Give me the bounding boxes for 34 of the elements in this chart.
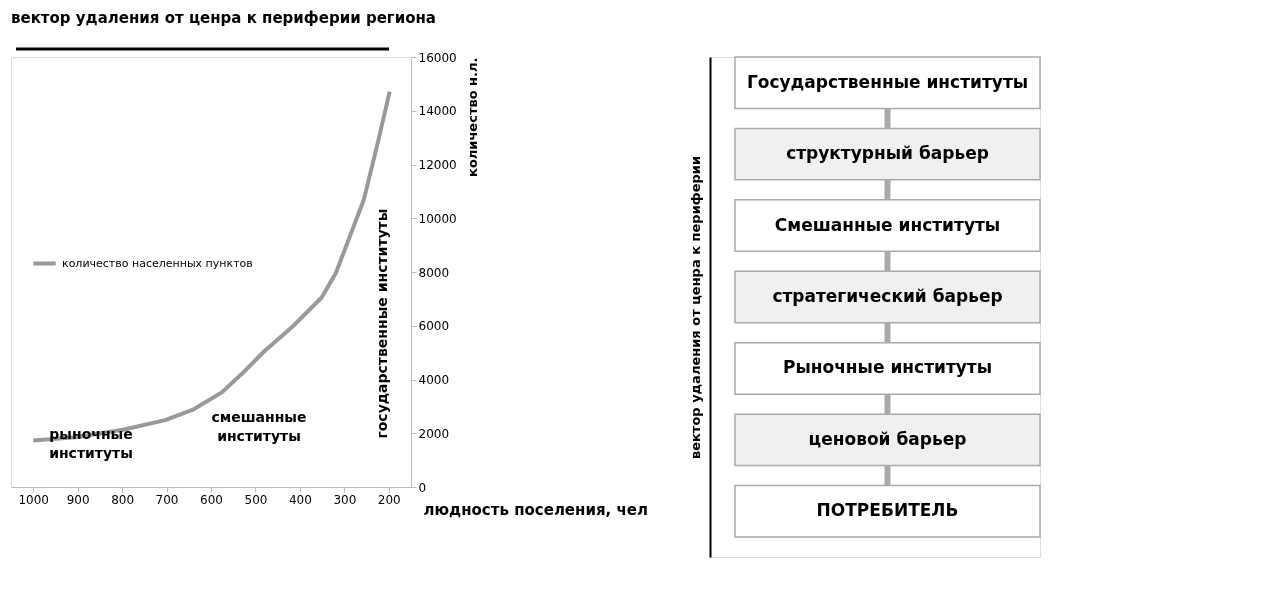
text: ценовой барьер (808, 428, 967, 449)
text: ПОТРЕБИТЕЛЬ (816, 500, 959, 521)
y-tick-label: 0 (418, 480, 427, 495)
text: стратегический барьер (772, 286, 1003, 306)
text: структурный барьер (786, 143, 989, 164)
x-axis-title: людность поселения, чел (423, 500, 648, 519)
y-tick-label: 10000 (418, 211, 457, 226)
x-tick-label: 300 (333, 492, 357, 507)
annotation: рыночные институты (49, 426, 133, 462)
x-tick-label: 900 (66, 492, 90, 507)
x-tick-label: 800 (111, 492, 135, 507)
y-tick-label: 16000 (418, 50, 457, 65)
legend-label: количество населенных пунктов (62, 256, 253, 270)
text: Государственные институты (746, 71, 1029, 92)
x-tick-label: 600 (200, 492, 223, 507)
text: вектор удаления от ценра к периферии (687, 155, 703, 460)
y-tick-label: 4000 (418, 373, 450, 387)
text: Смешанные институты (774, 214, 1001, 235)
text: Рыночные институты (782, 357, 993, 378)
y-axis-title: количество н.л. (464, 57, 480, 177)
x-tick-label: 700 (155, 492, 179, 507)
y-tick-label: 2000 (418, 426, 450, 441)
annotation: государственные институты (374, 208, 390, 439)
y-tick-label: 14000 (418, 104, 457, 119)
y-tick-label: 12000 (418, 158, 457, 172)
x-tick-label: 500 (244, 492, 268, 507)
annotation: смешанные институты (211, 409, 307, 445)
y-tick-label: 8000 (418, 265, 450, 280)
chart-title: вектор удаления от ценра к периферии региона (11, 8, 436, 27)
y-tick-label: 6000 (418, 319, 450, 334)
x-tick-label: 400 (288, 492, 312, 507)
x-tick-label: 1000 (18, 492, 49, 507)
line-series (31, 89, 392, 443)
x-tick-label: 200 (377, 492, 401, 507)
